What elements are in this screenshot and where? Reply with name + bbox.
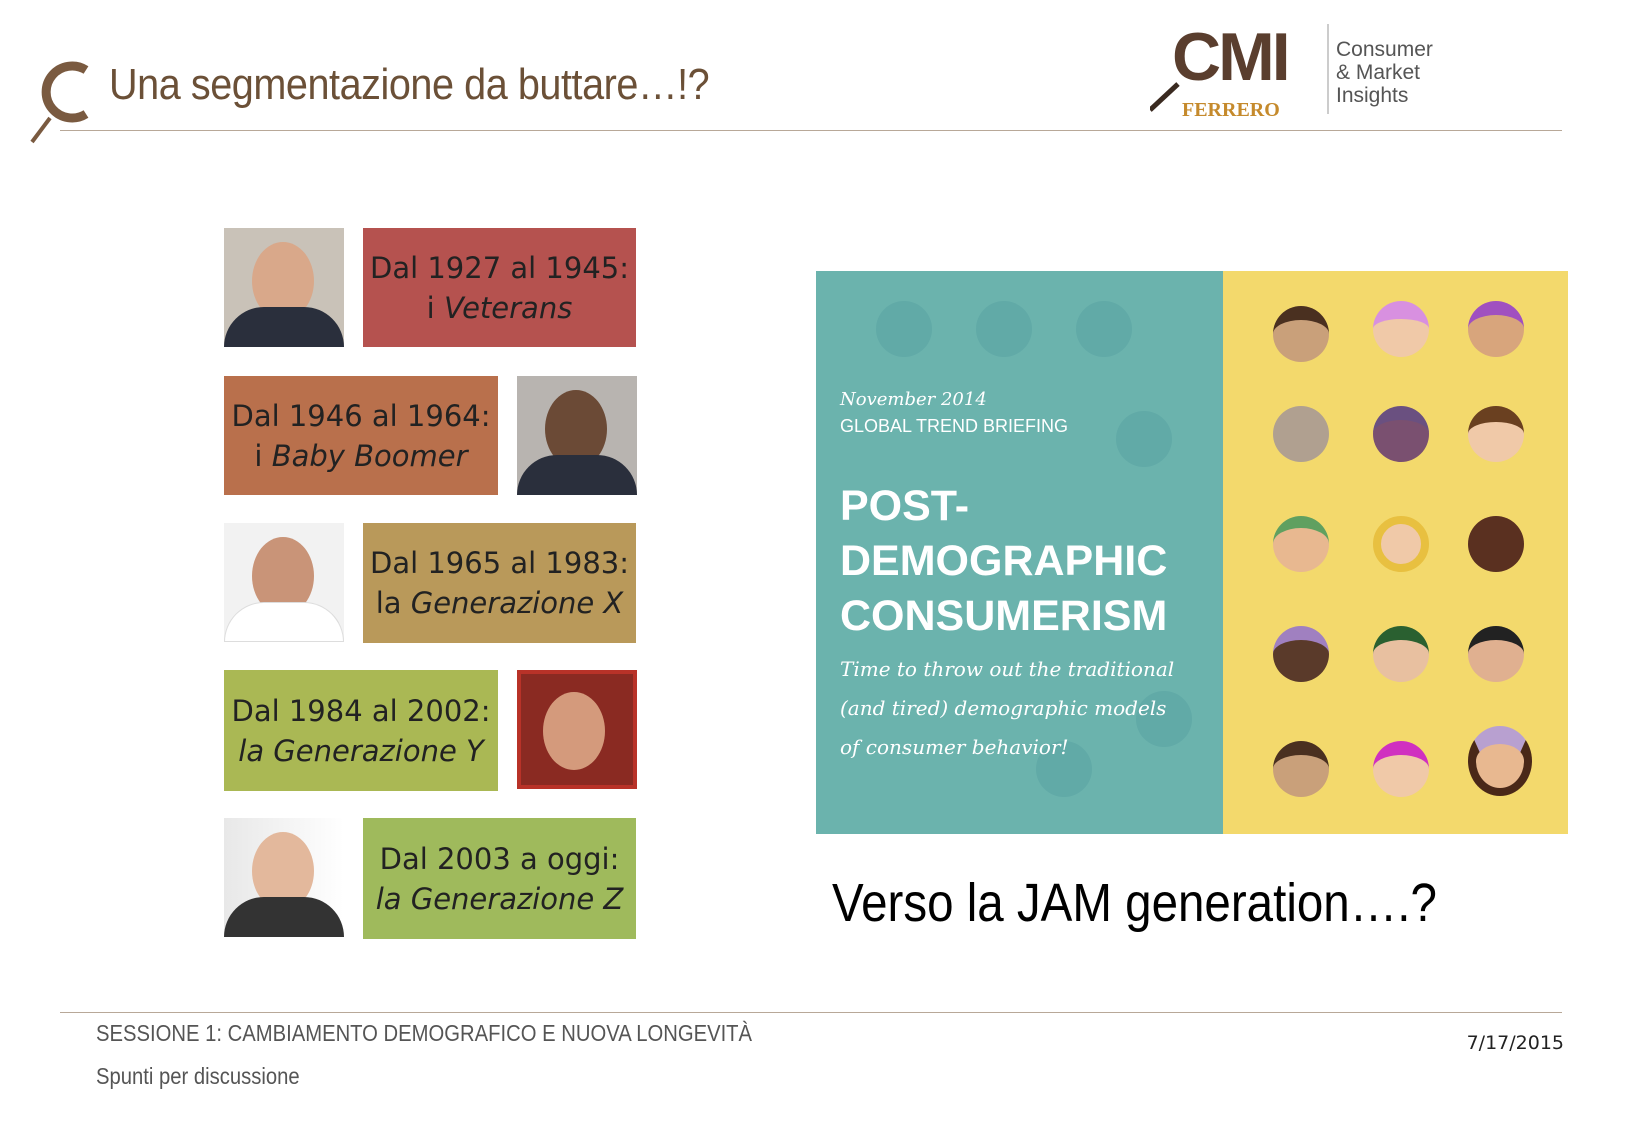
poster-subtitle: Time to throw out the traditional (and t… [840,650,1174,767]
portrait-photo [224,523,344,642]
generation-name: la Generazione Y [238,733,484,768]
generation-years: Dal 1927 al 1945: [369,250,630,285]
generation-prefix: i [426,290,444,325]
generation-years: Dal 1984 al 2002: [231,693,491,728]
footer-subtitle: Spunti per discussione [96,1063,300,1089]
tagline-line: Insights [1336,84,1409,107]
magnifier-logo-icon [30,61,89,144]
subtitle-line: of consumer behavior! [840,735,1069,759]
generation-box-gen-x: Dal 1965 al 1983: la Generazione X [363,523,636,643]
subtitle-line: Time to throw out the traditional [840,657,1175,681]
portrait-photo [517,376,637,495]
footer-session: SESSIONE 1: CAMBIAMENTO DEMOGRAFICO E NU… [96,1020,753,1046]
generation-years: Dal 1946 al 1964: [231,398,491,433]
headline-line: POST- [840,482,970,530]
faces-illustration [1223,271,1568,834]
cmi-ferrero-logo: CMI FERRERO Consumer & Market Insights [1148,18,1450,122]
generation-name: Generazione X [410,586,624,620]
cmi-logo-mark: CMI FERRERO [1148,19,1329,121]
subtitle-line: (and tired) demographic models [840,696,1167,720]
poster-date: November 2014 [840,389,987,410]
poster-kicker: GLOBAL TREND BRIEFING [840,416,1069,436]
logo-company: FERRERO [1182,99,1280,121]
headline-line: DEMOGRAPHIC [840,537,1168,585]
header-divider [60,130,1562,131]
generation-name: Veterans [443,290,573,325]
poster-headline: POST- DEMOGRAPHIC CONSUMERISM [840,479,1174,644]
generation-prefix: i [254,438,272,473]
generation-years: Dal 1965 al 1983: [369,546,630,580]
magazine-cover-photo [517,670,637,789]
generation-box-baby-boomer: Dal 1946 al 1964: i Baby Boomer [224,376,498,495]
logo-tagline: Consumer & Market Insights [1336,38,1433,107]
generation-box-veterans: Dal 1927 al 1945: i Veterans [363,228,636,347]
generation-name: la Generazione Z [375,881,624,916]
trend-briefing-poster: November 2014 GLOBAL TREND BRIEFING POST… [816,271,1568,834]
headline-line: CONSUMERISM [840,592,1168,640]
portrait-photo [224,818,344,937]
caption-text: Verso la JAM generation….? [832,873,1437,933]
footer-divider [60,1012,1562,1013]
footer-date: 7/17/2015 [1466,1032,1564,1054]
tagline-line: Consumer [1336,38,1433,61]
generation-prefix: la [375,586,411,620]
tagline-line: & Market [1336,61,1421,84]
generation-name: Baby Boomer [271,438,468,473]
portrait-photo [224,228,344,347]
generation-years: Dal 2003 a oggi: [379,841,620,876]
generation-box-gen-z: Dal 2003 a oggi: la Generazione Z [363,818,636,939]
generation-box-gen-y: Dal 1984 al 2002: la Generazione Y [224,670,498,791]
page-title: Una segmentazione da buttare…!? [109,60,710,109]
logo-brand: CMI [1172,19,1288,95]
